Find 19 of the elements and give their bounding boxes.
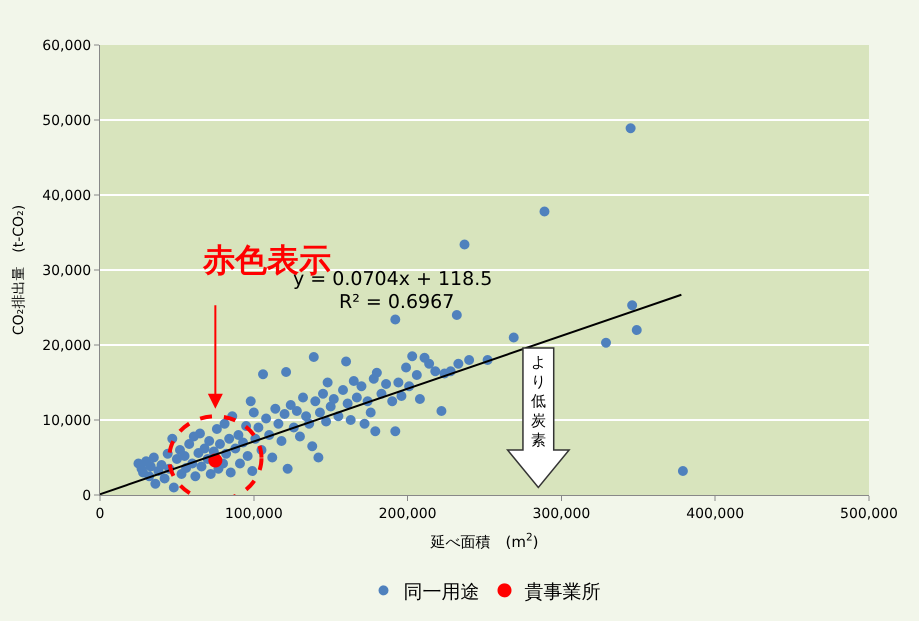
y-tick-label: 20,000 — [42, 338, 92, 354]
y-tick-label: 30,000 — [42, 262, 92, 279]
y-axis-title: CO₂排出量 (t-CO₂) — [10, 204, 27, 336]
legend-label: 貴事業所 — [524, 580, 600, 603]
x-tick-label: 0 — [96, 506, 104, 522]
y-tick-label: 10,000 — [42, 412, 92, 429]
x-tick-label: 200,000 — [378, 506, 437, 522]
y-tick-label: 60,000 — [42, 38, 92, 54]
annotation: R² = 0.6967 — [339, 291, 454, 313]
y-tick-label: 50,000 — [42, 112, 92, 129]
y-tick-label: 40,000 — [42, 188, 92, 204]
legend-label: 同一用途 — [404, 580, 480, 603]
x-tick-label: 400,000 — [686, 506, 744, 522]
x-tick-label: 100,000 — [224, 506, 283, 522]
y-tick-label: 0 — [82, 488, 92, 504]
x-tick-label: 500,000 — [840, 506, 898, 522]
x-axis-title: 延べ面積 (m$^{2}$) — [429, 532, 539, 551]
x-tick-label: 300,000 — [532, 506, 590, 522]
annotation: より低炭素 — [531, 353, 546, 449]
